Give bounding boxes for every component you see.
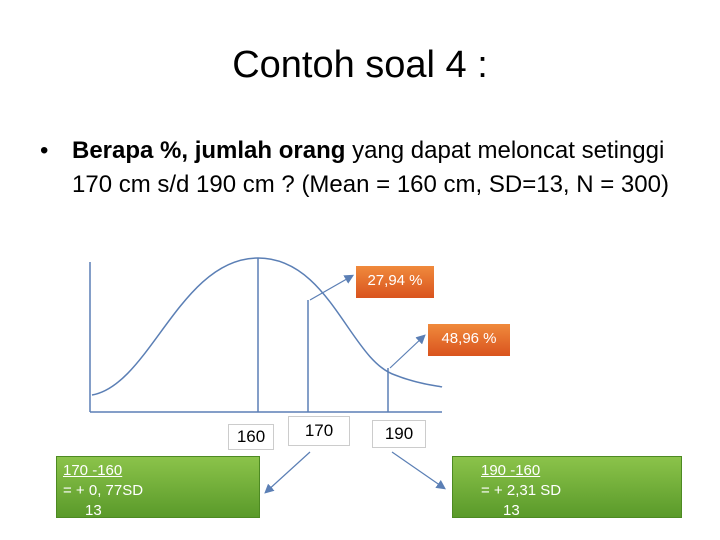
right-formula-line1: 190 -160 = + 2,31 SD [481, 461, 675, 501]
arrow-to-callout-2 [389, 334, 426, 369]
question-text: Berapa %, jumlah orang yang dapat melonc… [72, 134, 692, 202]
arrow-to-callout-1 [309, 274, 355, 301]
slide-title: Contoh soal 4 : [232, 44, 488, 86]
bell-curve [91, 257, 443, 396]
left-formula-bottom: 13 [85, 502, 102, 519]
callout-27-94: 27,94 % [356, 266, 434, 298]
right-formula-result: = + 2,31 SD [481, 482, 562, 499]
arrow-to-right-box [391, 451, 446, 490]
callout-2-text: 48,96 % [441, 330, 497, 347]
left-formula-result: = + 0, 77SD [63, 482, 144, 499]
left-formula-line1: 170 -160 = + 0, 77SD [63, 461, 253, 501]
right-formula-box: 190 -160 = + 2,31 SD 13 [452, 456, 682, 519]
label-170: 170 [288, 416, 350, 446]
arrow-to-left-box [264, 451, 311, 494]
label-mean: 160 [228, 424, 274, 450]
callout-1-text: 27,94 % [367, 272, 423, 289]
label-190: 190 [372, 420, 426, 448]
question-bold: Berapa %, jumlah orang [72, 137, 346, 164]
bullet-dot: • [40, 137, 49, 164]
right-formula-bottom: 13 [503, 502, 520, 519]
left-formula-top: 170 -160 [63, 462, 123, 479]
left-formula-box: 170 -160 = + 0, 77SD 13 [56, 456, 260, 519]
right-formula-top: 190 -160 [481, 462, 541, 479]
callout-48-96: 48,96 % [428, 324, 510, 356]
question-rest: yang dapat meloncat setinggi 170 cm s/d … [72, 137, 669, 198]
